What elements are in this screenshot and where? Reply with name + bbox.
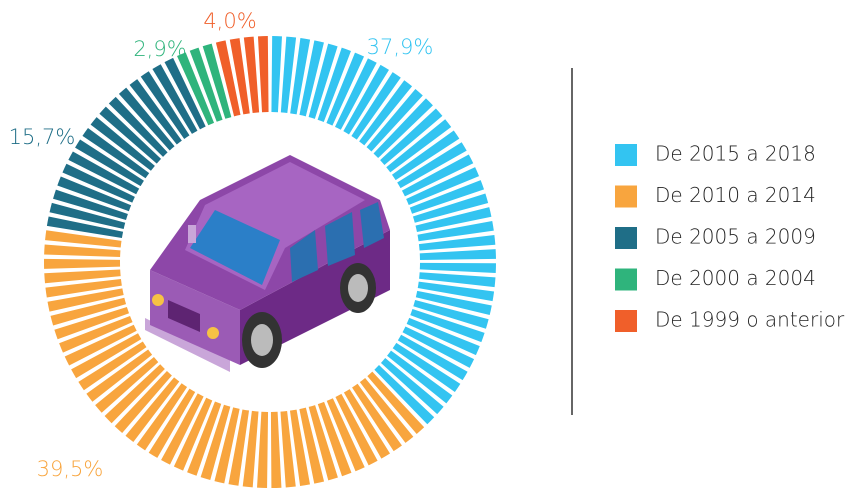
slice <box>177 43 232 126</box>
value-label: 2,9% <box>133 37 186 61</box>
slice <box>271 36 496 425</box>
legend-swatch <box>615 144 637 166</box>
legend-label: De 1999 o anterior <box>655 308 845 332</box>
legend-swatch <box>615 310 637 332</box>
legend-swatch <box>615 227 637 249</box>
slice <box>43 230 425 488</box>
value-label: 37,9% <box>367 35 434 59</box>
legend-swatch <box>615 185 637 208</box>
legend-label: De 2010 a 2014 <box>655 183 816 207</box>
value-label: 39,5% <box>37 457 104 481</box>
legend-label: De 2005 a 2009 <box>655 225 816 249</box>
slice <box>46 57 206 239</box>
car-illustration <box>145 155 390 372</box>
legend-label: De 2015 a 2018 <box>655 142 816 166</box>
value-label: 4,0% <box>203 9 256 33</box>
value-label: 15,7% <box>9 125 76 149</box>
slice <box>215 36 269 117</box>
legend-label: De 2000 a 2004 <box>655 266 816 290</box>
legend-swatch <box>615 268 637 291</box>
